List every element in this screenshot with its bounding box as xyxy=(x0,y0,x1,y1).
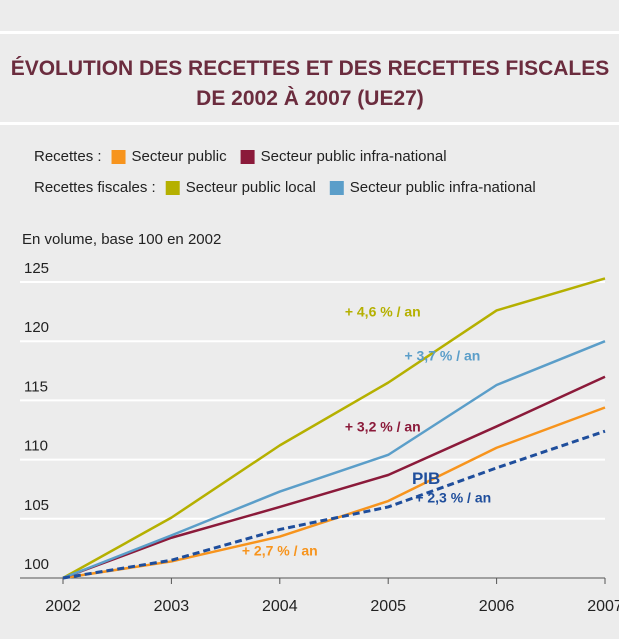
y-tick-label: 110 xyxy=(24,438,48,455)
line xyxy=(62,277,606,580)
y-tick-label: 105 xyxy=(24,497,49,514)
annotation: + 4,6 % / an xyxy=(345,303,421,319)
y-tick-label: 115 xyxy=(24,378,48,395)
annotation: + 3,2 % / an xyxy=(345,418,421,434)
y-tick-label: 125 xyxy=(24,260,49,277)
annotation: + 3,7 % / an xyxy=(404,347,480,363)
x-tick-label: 2005 xyxy=(370,598,406,615)
line xyxy=(62,429,606,580)
legend-swatch xyxy=(111,150,126,164)
legend-label: Secteur public xyxy=(132,148,228,165)
legend-group-label: Recettes : xyxy=(34,148,102,165)
line xyxy=(62,375,606,580)
x-tick-label: 2002 xyxy=(45,598,81,615)
legend-group-label: Recettes fiscales : xyxy=(34,179,156,196)
legend-swatch xyxy=(329,181,344,195)
line xyxy=(62,406,606,580)
legend-swatch xyxy=(165,181,180,195)
legend-label: Secteur public local xyxy=(186,179,316,196)
x-tick-label: 2007 xyxy=(587,598,619,615)
subtitle: En volume, base 100 en 2002 xyxy=(22,231,221,248)
annotation: + 2,3 % / an xyxy=(415,489,491,505)
x-tick-label: 2006 xyxy=(479,598,515,615)
legend-label: Secteur public infra-national xyxy=(350,179,536,196)
annotation: + 2,7 % / an xyxy=(242,543,318,559)
chart-title: ÉVOLUTION DES RECETTES ET DES RECETTES F… xyxy=(10,57,610,110)
annotation: PIB xyxy=(412,469,440,488)
legend-label: Secteur public infra-national xyxy=(261,148,447,165)
x-tick-label: 2004 xyxy=(262,598,298,615)
y-tick-label: 120 xyxy=(24,319,49,336)
line xyxy=(62,340,606,580)
x-tick-label: 2003 xyxy=(154,598,190,615)
separator xyxy=(0,122,619,125)
separator xyxy=(0,31,619,34)
y-tick-label: 100 xyxy=(24,556,49,573)
legend-swatch xyxy=(240,150,255,164)
